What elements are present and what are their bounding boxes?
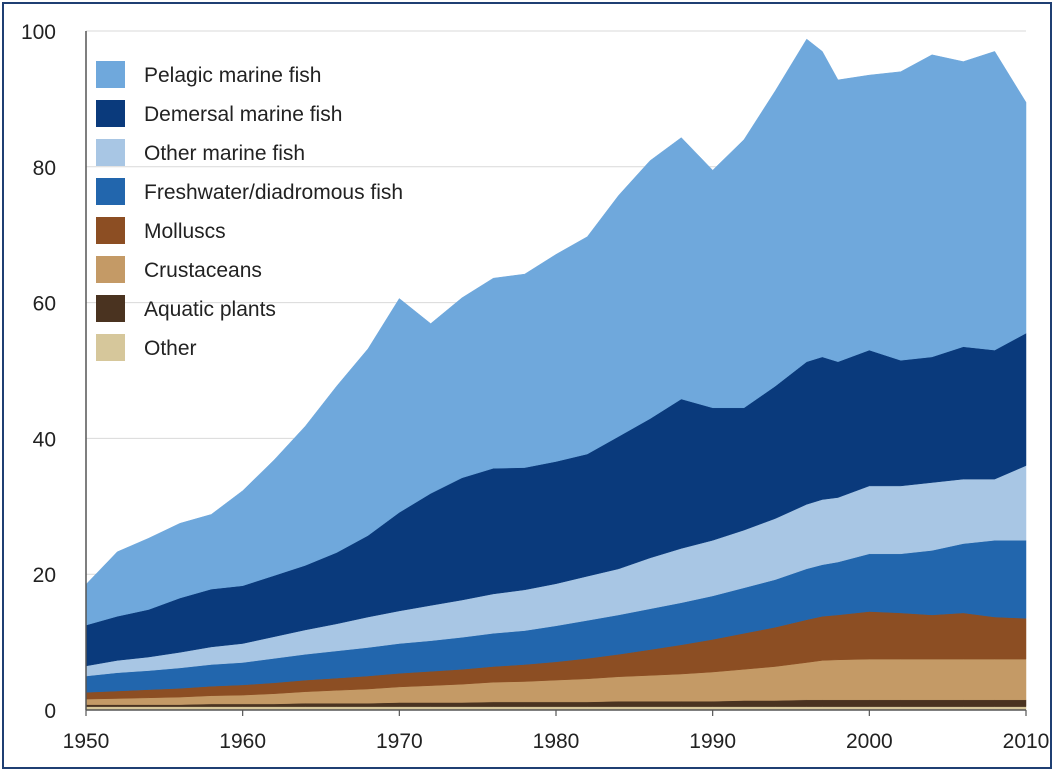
legend-swatch-crustaceans — [96, 256, 125, 283]
x-tick-label: 1950 — [63, 730, 110, 753]
y-tick-label: 40 — [33, 428, 56, 451]
x-tick-label: 1960 — [219, 730, 266, 753]
legend-swatch-aquatic-plants — [96, 295, 125, 322]
legend: Pelagic marine fish Demersal marine fish O… — [96, 61, 403, 361]
legend-label-demersal-marine-fish: Demersal marine fish — [144, 103, 342, 126]
y-tick-label: 100 — [21, 21, 56, 44]
x-tick-label: 1990 — [689, 730, 736, 753]
legend-swatch-other-marine-fish — [96, 139, 125, 166]
x-tick-label: 2010 — [1003, 730, 1050, 753]
legend-label-pelagic-marine-fish: Pelagic marine fish — [144, 64, 321, 87]
x-axis-ticks: 1950 1960 1970 1980 1990 2000 2010 — [63, 710, 1050, 753]
legend-swatch-freshwater-diadromous-fish — [96, 178, 125, 205]
legend-swatch-molluscs — [96, 217, 125, 244]
x-tick-label: 2000 — [846, 730, 893, 753]
legend-label-freshwater-diadromous-fish: Freshwater/diadromous fish — [144, 181, 403, 204]
legend-label-crustaceans: Crustaceans — [144, 259, 262, 282]
legend-label-other-marine-fish: Other marine fish — [144, 142, 305, 165]
legend-label-aquatic-plants: Aquatic plants — [144, 298, 276, 321]
y-axis-ticks: 0 20 40 60 80 100 — [21, 21, 56, 723]
y-tick-label: 80 — [33, 157, 56, 180]
stacked-area-chart: 0 20 40 60 80 100 1950 1960 1970 1980 1990 2000 201… — [21, 21, 1050, 753]
legend-label-molluscs: Molluscs — [144, 220, 226, 243]
x-tick-label: 1980 — [533, 730, 580, 753]
legend-swatch-demersal-marine-fish — [96, 100, 125, 127]
area-pelagic-marine-fish — [85, 38, 1027, 626]
y-tick-label: 60 — [33, 293, 56, 316]
legend-swatch-other — [96, 334, 125, 361]
y-tick-label: 0 — [44, 700, 56, 723]
x-tick-label: 1970 — [376, 730, 423, 753]
legend-swatch-pelagic-marine-fish — [96, 61, 125, 88]
y-tick-label: 20 — [33, 564, 56, 587]
legend-label-other: Other — [144, 337, 197, 360]
area-series-group — [85, 38, 1027, 711]
